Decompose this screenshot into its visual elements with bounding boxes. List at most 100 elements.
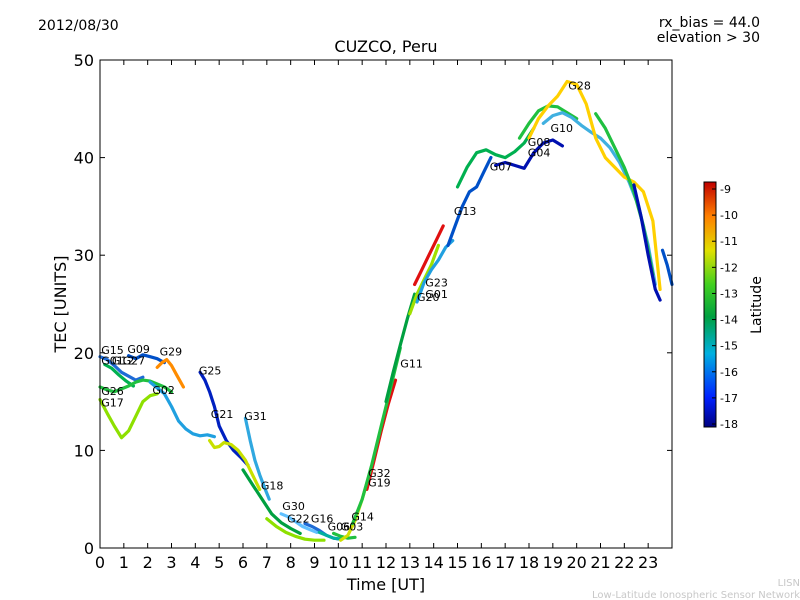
y-tick-label: 30 xyxy=(74,246,94,265)
satellite-label-21: G11 xyxy=(400,357,423,370)
x-tick-label: 21 xyxy=(590,553,610,572)
x-tick-label: 7 xyxy=(262,553,272,572)
y-tick-label: 0 xyxy=(84,539,94,558)
chart-title: CUZCO, Peru xyxy=(334,37,437,56)
y-axis-label: TEC [UNITS] xyxy=(51,256,70,354)
series-line-g07-24 xyxy=(455,126,536,189)
satellite-label-9: G25 xyxy=(199,364,222,377)
satellite-label-30: G28 xyxy=(568,79,591,92)
x-tick-label: 17 xyxy=(495,553,515,572)
series-line-g21-8 xyxy=(208,439,262,491)
satellite-label-8: G17 xyxy=(101,397,124,410)
x-tick-label: 11 xyxy=(352,553,372,572)
x-tick-label: 9 xyxy=(309,553,319,572)
x-tick-label: 0 xyxy=(95,553,105,572)
series-line-g13-23 xyxy=(446,156,493,247)
colorbar-tick-label: -11 xyxy=(720,235,738,248)
satellite-label-1: G09 xyxy=(127,343,150,356)
rx-bias-label: rx_bias = 44.0 xyxy=(659,15,760,31)
satellite-label-26: G07 xyxy=(490,160,513,173)
colorbar-tick-label: -12 xyxy=(720,261,738,274)
x-axis-label: Time [UT] xyxy=(346,575,425,594)
satellite-label-23: G01 xyxy=(425,288,448,301)
satellite-label-17: G03 xyxy=(341,520,364,533)
x-tick-label: 5 xyxy=(214,553,224,572)
x-tick-label: 2 xyxy=(143,553,153,572)
series-line-g22-12 xyxy=(265,517,326,542)
satellite-label-24: G20 xyxy=(417,291,440,304)
elevation-label: elevation > 30 xyxy=(657,30,760,46)
satellite-label-4: G12 xyxy=(112,355,135,368)
x-tick-label: 18 xyxy=(519,553,539,572)
satellite-label-15: G16 xyxy=(311,513,334,526)
y-tick-label: 50 xyxy=(74,51,94,70)
satellite-label-28: G04 xyxy=(528,147,551,160)
x-tick-label: 1 xyxy=(119,553,129,572)
colorbar-ticks: -9 -10 -11 -12 -13 -14 -15 -16 -17 -18 xyxy=(712,183,738,431)
x-tick-label: 16 xyxy=(471,553,491,572)
colorbar-tick-label: -18 xyxy=(720,418,738,431)
series-line-g31-9 xyxy=(243,416,271,501)
y-tick-label: 20 xyxy=(74,344,94,363)
satellite-label-12: G18 xyxy=(261,479,284,492)
satellite-label-20: G19 xyxy=(368,477,391,490)
satellite-label-27: G08 xyxy=(528,136,551,149)
x-tick-label: 22 xyxy=(614,553,634,572)
series-line-g25-7 xyxy=(198,370,250,467)
date-label: 2012/08/30 xyxy=(38,18,119,34)
satellite-label-22: G23 xyxy=(425,276,448,289)
x-tick-label: 19 xyxy=(543,553,563,572)
series-line-g30-11 xyxy=(279,512,319,535)
y-tick-label: 10 xyxy=(74,441,94,460)
colorbar-label: Latitude xyxy=(749,276,765,334)
series-line-g17-5 xyxy=(98,392,159,440)
satellite-label-14: G22 xyxy=(287,513,310,526)
footer-org-short: LISN xyxy=(778,578,800,589)
x-tick-label: 3 xyxy=(166,553,176,572)
colorbar-tick-label: -14 xyxy=(720,314,738,327)
series-layer xyxy=(98,79,674,542)
colorbar-tick-label: -9 xyxy=(720,183,731,196)
footer-org-full: Low-Latitude Ionospheric Sensor Network xyxy=(592,590,800,600)
x-tick-label: 20 xyxy=(566,553,586,572)
series-line-g04-25 xyxy=(494,138,565,170)
satellite-label-18: G14 xyxy=(351,511,374,524)
y-axis-ticks: 0 10 20 30 40 50 xyxy=(74,51,672,558)
x-tick-label: 14 xyxy=(423,553,443,572)
x-tick-label: 15 xyxy=(447,553,467,572)
series-line-g26-4 xyxy=(98,378,174,394)
satellite-label-2: G29 xyxy=(160,346,183,359)
y-tick-label: 40 xyxy=(74,149,94,168)
satellite-label-16: G06 xyxy=(328,520,351,533)
x-tick-label: 23 xyxy=(638,553,658,572)
x-tick-label: 6 xyxy=(238,553,248,572)
colorbar xyxy=(703,181,717,428)
satellite-label-5: G27 xyxy=(123,355,146,368)
satellite-label-7: G02 xyxy=(152,384,175,397)
satellite-label-29: G10 xyxy=(551,122,574,135)
series-line-g09-1 xyxy=(127,353,166,365)
series-line-g18-10 xyxy=(241,468,302,536)
colorbar-tick-label: -16 xyxy=(720,366,738,379)
series-line-g28-28 xyxy=(527,79,662,291)
satellite-label-13: G30 xyxy=(282,500,305,513)
series-line-g12-3 xyxy=(103,362,135,388)
satellite-label-0: G15 xyxy=(101,344,124,357)
satellite-label-11: G31 xyxy=(244,410,267,423)
colorbar-tick-label: -13 xyxy=(720,287,738,300)
x-tick-label: 12 xyxy=(376,553,396,572)
series-line-g02-6 xyxy=(148,380,216,439)
x-tick-label: 10 xyxy=(328,553,348,572)
colorbar-tick-label: -17 xyxy=(720,392,738,405)
satellite-label-19: G32 xyxy=(368,467,391,480)
satellite-label-25: G13 xyxy=(454,205,477,218)
x-axis-ticks: 0 1 2 3 4 5 6 7 8 9 10 11 12 13 14 15 16 17 18 19 20 21 22 23 xyxy=(95,60,658,572)
satellite-label-6: G26 xyxy=(101,385,124,398)
series-line-g05-30 xyxy=(632,183,662,302)
x-tick-label: 4 xyxy=(190,553,200,572)
series-line-g29-2 xyxy=(155,358,185,389)
series-line-g06-14 xyxy=(317,530,343,541)
series-line-g15-0 xyxy=(98,355,145,382)
